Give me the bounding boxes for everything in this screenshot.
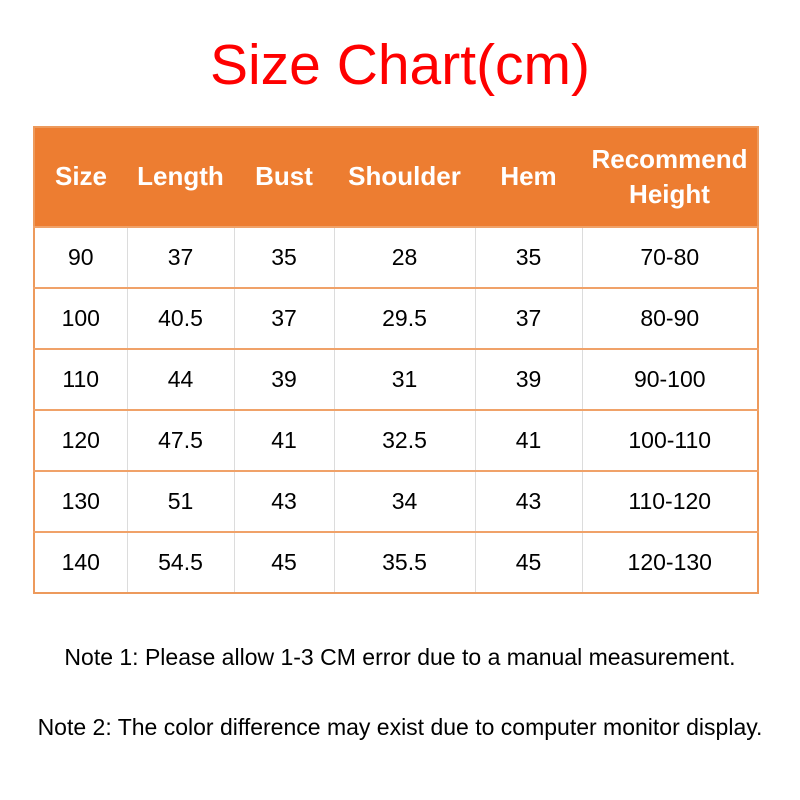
- table-cell: 45: [233, 531, 334, 593]
- table-cell: 110: [34, 348, 127, 410]
- table-row: 110 44 39 31 39 90-100: [34, 348, 758, 410]
- size-chart-table: Size Length Bust Shoulder Hem Recommend …: [33, 126, 759, 594]
- table-cell: 37: [233, 287, 334, 349]
- header-cell-recommend-height: Recommend Height: [582, 127, 758, 227]
- header-cell-shoulder: Shoulder: [334, 127, 475, 227]
- table-cell: 39: [233, 348, 334, 410]
- table-cell: 39: [474, 348, 582, 410]
- table-cell: 34: [333, 470, 475, 532]
- table-row: 90 37 35 28 35 70-80: [34, 226, 758, 288]
- table-cell: 43: [474, 470, 582, 532]
- header-cell-length: Length: [127, 127, 234, 227]
- table-cell: 47.5: [126, 409, 234, 471]
- table-cell: 32.5: [333, 409, 475, 471]
- table-cell: 31: [333, 348, 475, 410]
- table-cell: 90-100: [581, 348, 758, 410]
- table-cell: 51: [126, 470, 234, 532]
- table-cell: 28: [333, 226, 475, 288]
- table-cell: 41: [233, 409, 334, 471]
- table-cell: 100-110: [581, 409, 758, 471]
- page-title: Size Chart(cm): [209, 33, 591, 97]
- table-cell: 90: [34, 226, 127, 288]
- table-cell: 120-130: [581, 531, 758, 593]
- note-1: Note 1: Please allow 1-3 CM error due to…: [64, 644, 736, 670]
- table-cell: 100: [34, 287, 127, 349]
- table-row: 120 47.5 41 32.5 41 100-110: [34, 409, 758, 471]
- header-cell-size: Size: [34, 127, 127, 227]
- table-cell: 54.5: [126, 531, 234, 593]
- table-cell: 45: [474, 531, 582, 593]
- table-cell: 41: [474, 409, 582, 471]
- table-cell: 44: [126, 348, 234, 410]
- notes-section: Note 1: Please allow 1-3 CM error due to…: [0, 636, 800, 775]
- table-cell: 37: [474, 287, 582, 349]
- table-cell: 35.5: [333, 531, 475, 593]
- table-cell: 43: [233, 470, 334, 532]
- table-cell: 35: [233, 226, 334, 288]
- table-row: 140 54.5 45 35.5 45 120-130: [34, 531, 758, 593]
- table-cell: 29.5: [333, 287, 475, 349]
- table-row: 100 40.5 37 29.5 37 80-90: [34, 287, 758, 349]
- table-cell: 120: [34, 409, 127, 471]
- header-cell-bust: Bust: [234, 127, 334, 227]
- table-cell: 35: [474, 226, 582, 288]
- header-cell-hem: Hem: [475, 127, 582, 227]
- table-cell: 70-80: [581, 226, 758, 288]
- table-cell: 110-120: [581, 470, 758, 532]
- note-2: Note 2: The color difference may exist d…: [37, 713, 763, 740]
- table-cell: 37: [126, 226, 234, 288]
- table-cell: 80-90: [581, 287, 758, 349]
- table-cell: 40.5: [126, 287, 234, 349]
- table-row: 130 51 43 34 43 110-120: [34, 470, 758, 532]
- table-cell: 130: [34, 470, 127, 532]
- table-header-row: Size Length Bust Shoulder Hem Recommend …: [34, 127, 758, 227]
- table-cell: 140: [34, 531, 127, 593]
